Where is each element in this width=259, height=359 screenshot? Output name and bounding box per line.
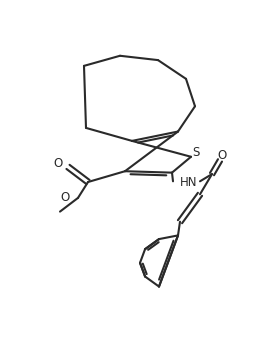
Text: HN: HN: [180, 176, 198, 188]
Text: O: O: [217, 149, 227, 162]
Text: S: S: [192, 146, 200, 159]
Text: O: O: [53, 158, 63, 171]
Text: O: O: [60, 191, 70, 204]
